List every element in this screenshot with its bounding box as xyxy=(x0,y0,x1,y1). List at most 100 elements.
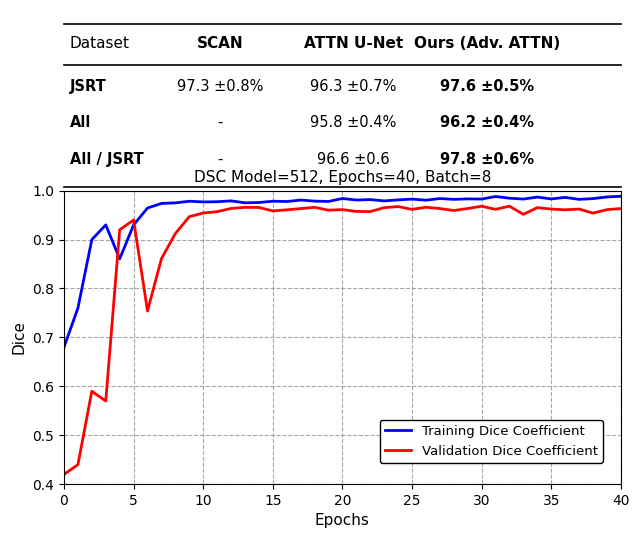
Validation Dice Coefficient xyxy=(324,207,332,214)
Training Dice Coefficient xyxy=(450,196,458,203)
Training Dice Coefficient xyxy=(241,200,249,206)
Validation Dice Coefficient xyxy=(477,203,486,209)
Validation Dice Coefficient xyxy=(436,206,444,212)
Validation Dice Coefficient xyxy=(255,204,263,211)
Validation Dice Coefficient xyxy=(464,206,472,212)
Training Dice Coefficient xyxy=(436,195,444,202)
Training Dice Coefficient xyxy=(157,200,165,207)
Validation Dice Coefficient xyxy=(575,206,583,213)
Training Dice Coefficient xyxy=(617,193,625,200)
Text: -: - xyxy=(217,152,223,167)
Line: Validation Dice Coefficient: Validation Dice Coefficient xyxy=(64,206,621,475)
Text: 95.8 ±0.4%: 95.8 ±0.4% xyxy=(310,115,397,130)
Text: 96.2 ±0.4%: 96.2 ±0.4% xyxy=(440,115,534,130)
Title: DSC Model=512, Epochs=40, Batch=8: DSC Model=512, Epochs=40, Batch=8 xyxy=(194,171,491,185)
Training Dice Coefficient xyxy=(186,198,193,204)
Text: -: - xyxy=(217,115,223,130)
Validation Dice Coefficient xyxy=(143,308,151,314)
Training Dice Coefficient xyxy=(366,196,374,203)
Validation Dice Coefficient xyxy=(241,204,249,210)
Training Dice Coefficient xyxy=(520,196,527,202)
Validation Dice Coefficient xyxy=(617,206,625,212)
Text: Ours (Adv. ATTN): Ours (Adv. ATTN) xyxy=(414,37,560,51)
Training Dice Coefficient xyxy=(143,205,151,211)
Text: All: All xyxy=(70,115,91,130)
Training Dice Coefficient xyxy=(227,197,235,204)
Validation Dice Coefficient xyxy=(506,203,513,209)
Training Dice Coefficient xyxy=(255,199,263,206)
Training Dice Coefficient xyxy=(200,199,207,205)
Validation Dice Coefficient xyxy=(283,207,291,213)
Validation Dice Coefficient xyxy=(88,388,96,394)
Training Dice Coefficient xyxy=(283,199,291,205)
Training Dice Coefficient xyxy=(297,197,305,203)
Validation Dice Coefficient xyxy=(311,204,319,210)
Text: 96.6 ±0.6: 96.6 ±0.6 xyxy=(317,152,390,167)
Validation Dice Coefficient xyxy=(102,398,109,404)
Validation Dice Coefficient xyxy=(74,462,82,468)
Training Dice Coefficient xyxy=(589,195,597,202)
Validation Dice Coefficient xyxy=(380,204,388,211)
Training Dice Coefficient xyxy=(408,196,416,202)
Training Dice Coefficient xyxy=(213,199,221,205)
Training Dice Coefficient xyxy=(172,200,179,206)
Text: 96.3 ±0.7%: 96.3 ±0.7% xyxy=(310,79,397,94)
Training Dice Coefficient xyxy=(575,196,583,203)
Validation Dice Coefficient xyxy=(339,207,346,213)
Validation Dice Coefficient xyxy=(227,205,235,211)
Training Dice Coefficient xyxy=(394,197,402,203)
Validation Dice Coefficient xyxy=(450,207,458,214)
Validation Dice Coefficient xyxy=(297,206,305,212)
Training Dice Coefficient xyxy=(311,198,319,204)
Training Dice Coefficient xyxy=(506,195,513,201)
Validation Dice Coefficient xyxy=(172,230,179,237)
Text: All / JSRT: All / JSRT xyxy=(70,152,143,167)
Validation Dice Coefficient xyxy=(213,208,221,215)
Training Dice Coefficient xyxy=(339,195,346,202)
Validation Dice Coefficient xyxy=(269,208,276,214)
X-axis label: Epochs: Epochs xyxy=(315,513,370,528)
Training Dice Coefficient xyxy=(60,344,68,350)
Training Dice Coefficient xyxy=(422,197,430,203)
Text: SCAN: SCAN xyxy=(196,37,243,51)
Training Dice Coefficient xyxy=(477,196,486,202)
Text: ATTN U-Net: ATTN U-Net xyxy=(304,37,403,51)
Validation Dice Coefficient xyxy=(60,471,68,478)
Validation Dice Coefficient xyxy=(547,206,555,213)
Validation Dice Coefficient xyxy=(200,210,207,216)
Training Dice Coefficient xyxy=(492,193,499,200)
Validation Dice Coefficient xyxy=(534,204,541,211)
Training Dice Coefficient xyxy=(74,305,82,312)
Training Dice Coefficient xyxy=(269,198,276,204)
Legend: Training Dice Coefficient, Validation Dice Coefficient: Training Dice Coefficient, Validation Di… xyxy=(380,420,603,463)
Text: JSRT: JSRT xyxy=(70,79,106,94)
Validation Dice Coefficient xyxy=(366,208,374,215)
Training Dice Coefficient xyxy=(116,256,124,262)
Validation Dice Coefficient xyxy=(186,214,193,220)
Training Dice Coefficient xyxy=(380,197,388,204)
Training Dice Coefficient xyxy=(534,194,541,200)
Validation Dice Coefficient xyxy=(520,211,527,217)
Validation Dice Coefficient xyxy=(157,256,165,262)
Training Dice Coefficient xyxy=(88,236,96,243)
Text: Dataset: Dataset xyxy=(70,37,129,51)
Validation Dice Coefficient xyxy=(589,210,597,216)
Training Dice Coefficient xyxy=(464,196,472,202)
Validation Dice Coefficient xyxy=(408,206,416,213)
Training Dice Coefficient xyxy=(561,194,569,201)
Text: 97.8 ±0.6%: 97.8 ±0.6% xyxy=(440,152,534,167)
Text: 97.6 ±0.5%: 97.6 ±0.5% xyxy=(440,79,534,94)
Y-axis label: Dice: Dice xyxy=(12,321,27,355)
Training Dice Coefficient xyxy=(353,197,360,203)
Validation Dice Coefficient xyxy=(353,208,360,215)
Validation Dice Coefficient xyxy=(130,217,138,223)
Validation Dice Coefficient xyxy=(422,204,430,210)
Training Dice Coefficient xyxy=(547,196,555,202)
Validation Dice Coefficient xyxy=(561,207,569,213)
Text: 97.3 ±0.8%: 97.3 ±0.8% xyxy=(177,79,263,94)
Validation Dice Coefficient xyxy=(492,206,499,213)
Training Dice Coefficient xyxy=(130,222,138,228)
Training Dice Coefficient xyxy=(324,198,332,204)
Validation Dice Coefficient xyxy=(394,203,402,210)
Training Dice Coefficient xyxy=(603,194,611,200)
